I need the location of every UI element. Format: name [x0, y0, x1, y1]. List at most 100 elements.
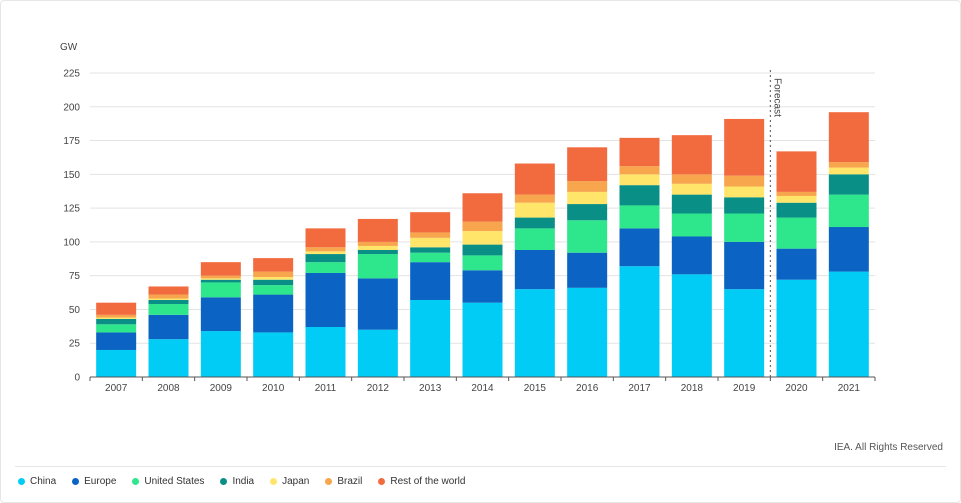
legend-swatch	[72, 478, 80, 485]
bar-2008-india	[148, 299, 189, 305]
forecast-label: Forecast	[771, 78, 782, 117]
bar-2012-rest-of-the-world	[357, 218, 398, 242]
x-tick-label: 2014	[471, 383, 494, 394]
bar-2012-india	[357, 249, 398, 255]
legend-swatch	[132, 478, 140, 485]
bar-2011-rest-of-the-world	[305, 228, 346, 248]
bar-2009-india	[200, 279, 241, 283]
bar-2013-japan	[410, 237, 451, 248]
bar-2019-brazil	[724, 175, 765, 187]
bar-2019-india	[724, 197, 765, 214]
bar-2018-china	[671, 274, 712, 377]
y-tick-label: 50	[69, 305, 81, 316]
legend-item-india[interactable]: India	[220, 476, 254, 487]
bar-2010-united-states	[253, 285, 294, 295]
bar-2012-brazil	[357, 241, 398, 246]
bar-2021-japan	[828, 167, 869, 175]
bar-2015-brazil	[514, 194, 555, 203]
bar-2020-rest-of-the-world	[776, 151, 817, 192]
bar-2014-brazil	[462, 221, 503, 232]
bar-2012-china	[357, 329, 398, 377]
bar-2011-china	[305, 327, 346, 377]
bar-2016-rest-of-the-world	[567, 147, 608, 182]
bar-2008-brazil	[148, 294, 189, 299]
bar-2010-india	[253, 279, 294, 286]
bar-2015-japan	[514, 202, 555, 218]
legend-item-rest-of-the-world[interactable]: Rest of the world	[378, 476, 465, 487]
bar-2016-united-states	[567, 220, 608, 253]
bar-2018-rest-of-the-world	[671, 135, 712, 175]
bar-2008-china	[148, 339, 189, 377]
bar-2016-europe	[567, 252, 608, 288]
legend-swatch	[220, 478, 228, 485]
bar-2020-europe	[776, 248, 817, 280]
bar-2015-europe	[514, 249, 555, 290]
x-tick-label: 2007	[105, 383, 128, 394]
y-tick-label: 225	[63, 69, 80, 80]
bar-2014-rest-of-the-world	[462, 193, 503, 222]
bar-2016-brazil	[567, 181, 608, 192]
bar-2017-rest-of-the-world	[619, 137, 660, 167]
credit-text: IEA. All Rights Reserved	[834, 442, 943, 453]
bar-2017-japan	[619, 174, 660, 186]
legend-item-united-states[interactable]: United States	[132, 476, 204, 487]
y-tick-label: 75	[69, 271, 81, 282]
bar-2014-united-states	[462, 255, 503, 271]
x-tick-label: 2010	[262, 383, 285, 394]
bar-2007-japan	[96, 317, 137, 319]
bar-2012-europe	[357, 278, 398, 330]
bar-2013-china	[410, 299, 451, 377]
bar-2013-europe	[410, 262, 451, 300]
legend-swatch	[378, 478, 386, 485]
bar-2017-united-states	[619, 205, 660, 229]
chart-legend: China Europe United States India Japan Brazil…	[18, 476, 465, 487]
legend-swatch	[18, 478, 25, 485]
bar-2009-europe	[200, 297, 241, 332]
bar-2010-rest-of-the-world	[253, 258, 294, 272]
bar-2016-china	[567, 287, 608, 377]
y-tick-label: 175	[63, 136, 80, 147]
x-tick-label: 2008	[157, 383, 180, 394]
legend-item-japan[interactable]: Japan	[270, 476, 309, 487]
x-tick-label: 2019	[733, 383, 756, 394]
x-tick-label: 2018	[681, 383, 704, 394]
legend-item-brazil[interactable]: Brazil	[325, 476, 362, 487]
x-tick-label: 2015	[524, 383, 547, 394]
y-tick-label: 100	[63, 237, 80, 248]
x-tick-label: 2021	[838, 383, 861, 394]
legend-item-china[interactable]: China	[18, 476, 56, 487]
bar-2019-europe	[724, 241, 765, 290]
bar-2010-china	[253, 332, 294, 377]
chart-plot: 0 25 50 75 100 125 150 175 200 225 GW 2007 2008 2009 2…	[60, 42, 876, 394]
legend-swatch	[325, 478, 333, 485]
legend-label: India	[232, 476, 255, 487]
legend-label: China	[30, 476, 57, 487]
bar-2020-united-states	[776, 217, 817, 249]
bar-2011-india	[305, 254, 346, 263]
bar-2020-india	[776, 202, 817, 218]
bar-2010-japan	[253, 277, 294, 280]
bar-2013-united-states	[410, 252, 451, 263]
bar-2017-india	[619, 185, 660, 206]
bar-2019-united-states	[724, 213, 765, 242]
bar-2007-brazil	[96, 314, 137, 318]
bar-2008-rest-of-the-world	[148, 286, 189, 295]
bar-2018-india	[671, 194, 712, 214]
x-tick-label: 2012	[367, 383, 390, 394]
bar-2018-united-states	[671, 213, 712, 237]
bar-2013-india	[410, 247, 451, 253]
bar-2014-europe	[462, 270, 503, 303]
bar-2012-united-states	[357, 254, 398, 279]
bar-2019-china	[724, 289, 765, 377]
bar-2019-rest-of-the-world	[724, 118, 765, 176]
y-tick-label: 125	[63, 204, 80, 215]
bar-2014-japan	[462, 231, 503, 245]
y-tick-label: 150	[63, 170, 80, 181]
bar-2020-japan	[776, 195, 817, 203]
legend-label: Rest of the world	[390, 476, 466, 487]
legend-item-europe[interactable]: Europe	[72, 476, 116, 487]
bar-2020-brazil	[776, 191, 817, 196]
x-tick-label: 2017	[628, 383, 651, 394]
bar-2013-rest-of-the-world	[410, 212, 451, 233]
x-tick-label: 2016	[576, 383, 599, 394]
